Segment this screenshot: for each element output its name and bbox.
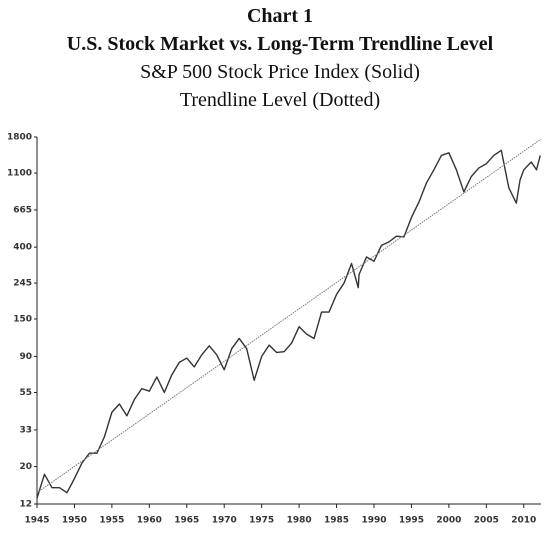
y-tick-label: 33 bbox=[19, 425, 32, 435]
x-tick-label: 1950 bbox=[62, 516, 87, 526]
chart-title: Chart 1 bbox=[247, 5, 313, 27]
x-tick-label: 1965 bbox=[174, 516, 199, 526]
line-series bbox=[36, 138, 542, 494]
chart-subtitle: U.S. Stock Market vs. Long-Term Trendlin… bbox=[67, 33, 494, 55]
y-tick-label: 245 bbox=[13, 279, 32, 289]
y-tick-label: 12 bbox=[19, 500, 32, 510]
y-tick-label: 665 bbox=[13, 205, 32, 215]
y-tick-label: 90 bbox=[19, 352, 32, 362]
y-tick-label: 55 bbox=[19, 388, 32, 398]
x-tick-label: 1970 bbox=[212, 516, 237, 526]
x-tick-label: 2010 bbox=[511, 516, 536, 526]
x-tick-label: 1945 bbox=[24, 516, 49, 526]
x-tick-label: 1980 bbox=[287, 516, 312, 526]
x-tick-label: 2005 bbox=[474, 516, 499, 526]
x-tick-label: 1990 bbox=[361, 516, 386, 526]
chart-subtitle: S&P 500 Stock Price Index (Solid) bbox=[140, 61, 420, 83]
y-tick-label: 1800 bbox=[7, 133, 32, 143]
x-tick-label: 1975 bbox=[249, 516, 274, 526]
x-tick-label: 1985 bbox=[324, 516, 349, 526]
x-tick-label: 2000 bbox=[436, 516, 461, 526]
y-tick-label: 400 bbox=[13, 243, 32, 253]
line-series bbox=[36, 149, 541, 499]
y-tick-label: 1100 bbox=[7, 169, 32, 179]
y-tick-label: 150 bbox=[13, 315, 32, 325]
x-tick-label: 1995 bbox=[399, 516, 424, 526]
chart-subtitle: Trendline Level (Dotted) bbox=[180, 89, 380, 111]
y-tick-label: 20 bbox=[19, 462, 32, 472]
x-tick-label: 1960 bbox=[137, 516, 162, 526]
x-tick-label: 1955 bbox=[99, 516, 124, 526]
